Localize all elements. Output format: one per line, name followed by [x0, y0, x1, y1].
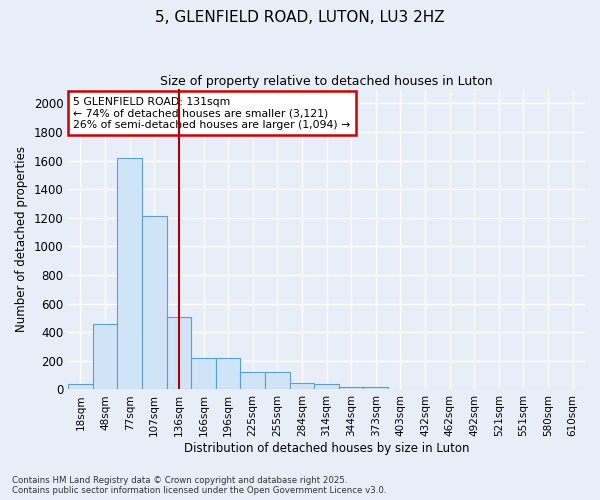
Bar: [93, 324, 118, 390]
Bar: [216, 358, 241, 390]
Bar: [339, 386, 364, 390]
Text: Contains HM Land Registry data © Crown copyright and database right 2025.
Contai: Contains HM Land Registry data © Crown c…: [12, 476, 386, 495]
X-axis label: Distribution of detached houses by size in Luton: Distribution of detached houses by size …: [184, 442, 469, 455]
Y-axis label: Number of detached properties: Number of detached properties: [15, 146, 28, 332]
Bar: [118, 158, 142, 390]
Bar: [364, 387, 388, 390]
Bar: [68, 384, 93, 390]
Text: 5, GLENFIELD ROAD, LUTON, LU3 2HZ: 5, GLENFIELD ROAD, LUTON, LU3 2HZ: [155, 10, 445, 25]
Title: Size of property relative to detached houses in Luton: Size of property relative to detached ho…: [160, 75, 493, 88]
Bar: [265, 372, 290, 390]
Bar: [167, 316, 191, 390]
Bar: [142, 216, 167, 390]
Bar: [314, 384, 339, 390]
Bar: [290, 383, 314, 390]
Bar: [241, 372, 265, 390]
Bar: [388, 388, 413, 390]
Text: 5 GLENFIELD ROAD: 131sqm
← 74% of detached houses are smaller (3,121)
26% of sem: 5 GLENFIELD ROAD: 131sqm ← 74% of detach…: [73, 96, 350, 130]
Bar: [191, 358, 216, 390]
